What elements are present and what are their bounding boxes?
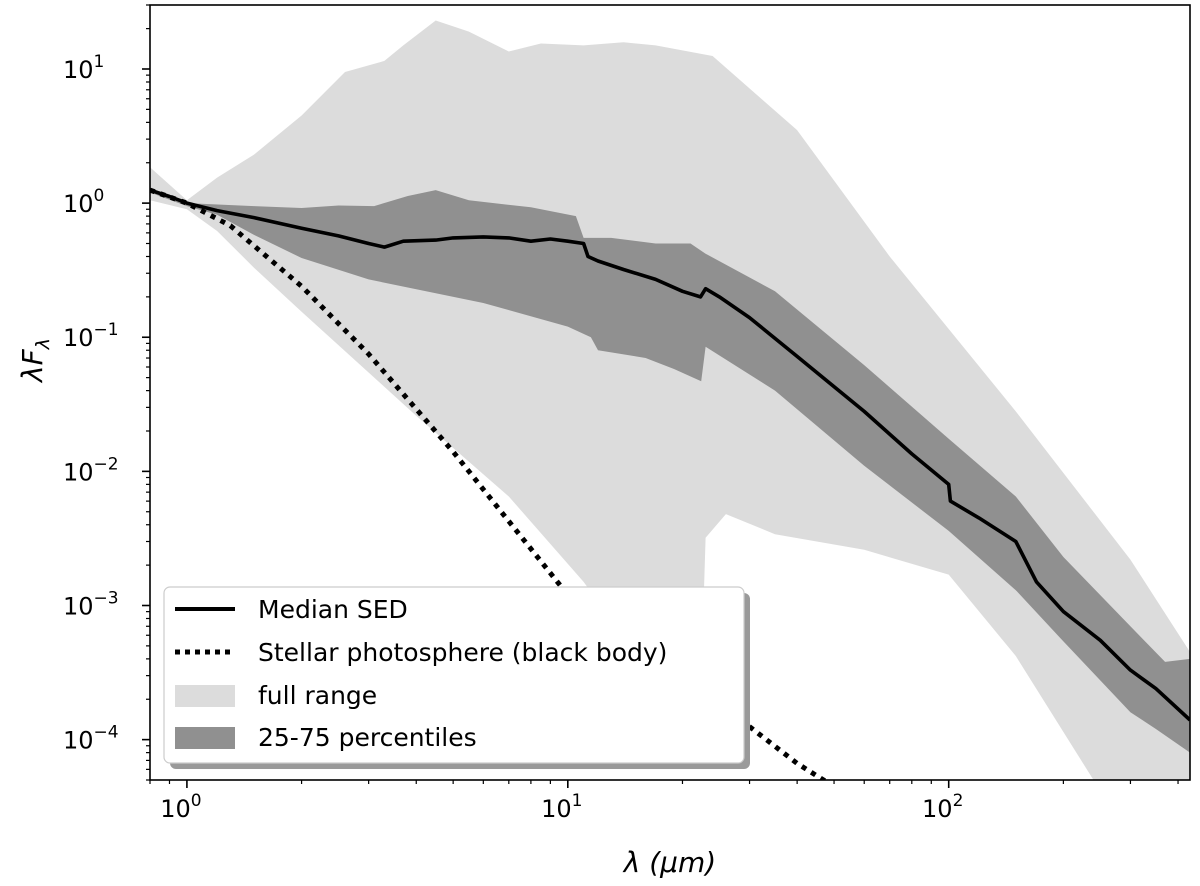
legend-swatch-percentiles <box>175 727 235 749</box>
legend-label-median-sed: Median SED <box>258 595 408 624</box>
y-tick-label: 101 <box>63 52 104 84</box>
line-median-sed <box>150 188 1190 722</box>
x-tick-label: 101 <box>541 791 582 823</box>
y-tick-label: 10−3 <box>63 588 119 620</box>
x-axis-title: λ (μm) <box>622 846 716 879</box>
y-tick-label: 100 <box>63 186 104 218</box>
svg-text:λFλ: λFλ <box>16 338 54 384</box>
x-tick-label: 100 <box>160 791 201 823</box>
legend-label-full-range: full range <box>258 681 377 710</box>
y-tick-label: 10−4 <box>63 723 119 755</box>
axes: 100 101 102 10−4 10−3 10−2 10−1 100 101 <box>63 4 1179 823</box>
legend-swatch-full-range <box>175 685 235 707</box>
x-tick-label: 102 <box>922 791 963 823</box>
legend-label-stellar-photosphere: Stellar photosphere (black body) <box>258 638 667 667</box>
y-tick-label: 10−2 <box>63 454 119 486</box>
y-axis-title: λFλ <box>16 338 54 384</box>
y-tick-label: 10−1 <box>63 320 119 352</box>
band-25-75-percentiles <box>150 187 1190 753</box>
plot-frame <box>149 4 1191 781</box>
legend: Median SED Stellar photosphere (black bo… <box>163 586 750 769</box>
plot-area <box>150 20 1190 780</box>
legend-label-percentiles: 25-75 percentiles <box>258 723 477 752</box>
legend-frame <box>163 586 745 764</box>
